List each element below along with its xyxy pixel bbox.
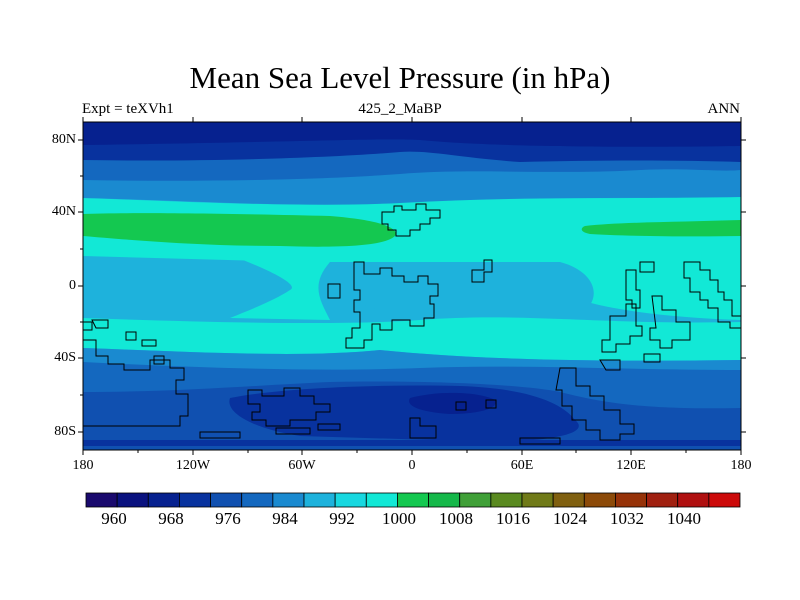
colorbar-swatch	[428, 492, 461, 508]
lat-label-80n: 80N	[51, 132, 76, 147]
colorbar-label: 1016	[496, 509, 530, 528]
map-title: Mean Sea Level Pressure (in hPa)	[189, 60, 611, 95]
colorbar-swatch	[459, 492, 492, 508]
lon-label-60w: 60W	[288, 458, 316, 473]
lon-label-180w: 180	[72, 458, 94, 473]
colorbar-swatch	[677, 492, 710, 508]
colorbar-swatch	[490, 492, 523, 508]
experiment-label: Expt = teXVh1	[82, 101, 174, 117]
lon-label-120e: 120E	[616, 458, 646, 473]
colorbar-swatch	[615, 492, 647, 508]
colorbar-swatch	[116, 492, 149, 508]
colorbar-swatch	[365, 492, 398, 508]
lat-label-40n: 40N	[51, 204, 76, 219]
colorbar-swatch	[241, 492, 274, 508]
colorbar-swatch	[147, 492, 180, 508]
colorbar-label: 992	[329, 509, 355, 528]
colorbar-label: 984	[272, 509, 298, 528]
colorbar-swatch	[210, 492, 243, 508]
lon-label-60e: 60E	[510, 458, 534, 473]
colorbar-swatch	[583, 492, 616, 508]
colorbar-swatch	[521, 492, 554, 508]
colorbar-swatch	[334, 492, 367, 508]
colorbar-swatch	[179, 492, 211, 508]
lat-label-40s: 40S	[54, 350, 76, 365]
colorbar-swatch	[708, 492, 741, 508]
colorbar-swatch	[85, 492, 118, 508]
pressure-field	[83, 122, 741, 450]
colorbar	[85, 492, 741, 508]
colorbar-label: 976	[215, 509, 241, 528]
colorbar-label: 968	[158, 509, 184, 528]
colorbar-label: 1032	[610, 509, 644, 528]
lon-label-0: 0	[408, 458, 416, 473]
lon-label-180e: 180	[730, 458, 752, 473]
colorbar-label: 960	[101, 509, 127, 528]
season-label: ANN	[707, 101, 741, 117]
coastlines	[83, 203, 741, 445]
lat-label-80s: 80S	[54, 424, 76, 439]
colorbar-label: 1040	[667, 509, 701, 528]
colorbar-swatch	[397, 492, 429, 508]
colorbar-swatch	[552, 492, 585, 508]
colorbar-swatch	[646, 492, 679, 508]
colorbar-label: 1000	[382, 509, 416, 528]
colorbar-swatch	[303, 492, 336, 508]
axis-ticks	[78, 117, 746, 455]
colorbar-label: 1008	[439, 509, 473, 528]
lon-label-120w: 120W	[175, 458, 211, 473]
time-label: 425_2_MaBP	[358, 101, 442, 117]
colorbar-label: 1024	[553, 509, 587, 528]
lat-label-0: 0	[69, 278, 76, 293]
colorbar-swatch	[272, 492, 305, 508]
